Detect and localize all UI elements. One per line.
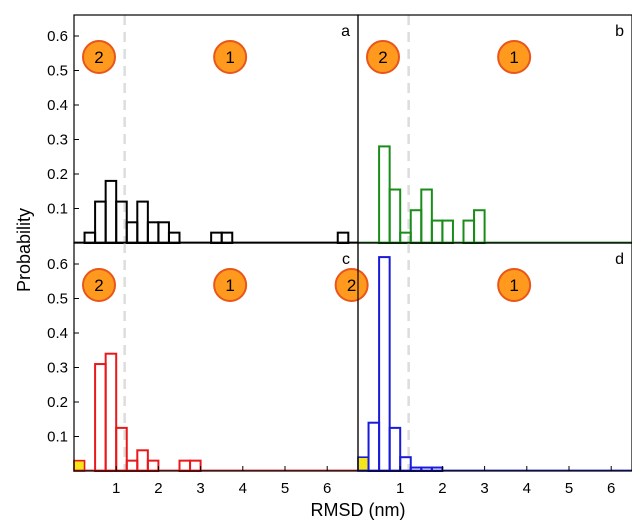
x-tick-label-c: 1 [112, 480, 120, 497]
panel-letter-c: c [342, 251, 350, 268]
region-left-circle-a [82, 40, 116, 74]
y-tick-label-a: 0.5 [47, 63, 68, 80]
region-right-label-b: 1 [509, 48, 518, 67]
y-tick-label-c: 0.5 [47, 291, 68, 308]
histogram-bar-b-7 [462, 219, 476, 244]
region-right-circle-b [497, 40, 532, 74]
panel-letter-d: d [615, 251, 624, 268]
x-axis-title: RMSD (nm) [311, 500, 406, 520]
histogram-bar-a-5 [136, 200, 149, 245]
histogram-bar-a-9 [210, 231, 223, 244]
region-left-circle-b [366, 40, 400, 74]
x-tick-label-d: 5 [565, 480, 573, 497]
panel-letter-b: b [615, 23, 624, 40]
y-tick-label-a: 0.4 [47, 97, 68, 114]
histogram-bar-a-7 [157, 221, 170, 245]
y-tick-label-c: 0.6 [47, 256, 68, 273]
region-right-label-c: 1 [225, 276, 234, 295]
histogram-bar-d-2 [388, 426, 402, 472]
histogram-bar-c-6 [178, 459, 192, 472]
histogram-bar-a-8 [167, 231, 181, 244]
region-left-label-c: 2 [94, 276, 103, 295]
x-tick-label-d: 2 [438, 480, 446, 497]
region-left-label-a: 2 [94, 48, 103, 67]
region-left-label-b: 2 [378, 48, 387, 67]
y-tick-label-a: 0.1 [47, 201, 68, 218]
histogram-bar-d-0 [367, 421, 381, 473]
x-tick-label-c: 6 [323, 480, 331, 497]
histogram-bar-c-7 [189, 459, 202, 472]
histogram-bar-c-1 [104, 352, 118, 473]
x-tick-label-d: 3 [480, 480, 488, 497]
histogram-bar-b-0 [378, 145, 391, 244]
histogram-bar-b-4 [420, 188, 433, 244]
region-right-label-a: 1 [225, 48, 234, 67]
panel-frame-b [357, 14, 632, 244]
histogram-bar-b-6 [441, 219, 454, 244]
histogram-bar-a-11 [336, 231, 350, 244]
x-tick-label-c: 3 [196, 480, 204, 497]
histogram-bar-b-1 [388, 188, 402, 244]
histogram-bar-c-4 [136, 449, 149, 472]
histogram-bar-a-2 [104, 179, 118, 244]
x-tick-label-d: 6 [607, 480, 615, 497]
region-right-circle-c [213, 268, 248, 302]
y-axis-title: Probability [14, 208, 34, 292]
region-right-circle-a [213, 40, 248, 74]
region-right-circle-d [497, 268, 532, 302]
histogram-bar-c-0 [94, 363, 107, 472]
y-tick-label-a: 0.3 [47, 132, 68, 149]
x-tick-label-d: 1 [396, 480, 404, 497]
region-left-label-d: 2 [347, 276, 356, 295]
highlight-bar-d-0 [357, 456, 370, 472]
x-tick-label-c: 5 [281, 480, 289, 497]
y-tick-label-c: 0.1 [47, 429, 68, 446]
histogram-bar-a-1 [94, 200, 107, 245]
x-tick-label-d: 4 [523, 480, 531, 497]
y-tick-label-c: 0.4 [47, 325, 68, 342]
y-tick-label-c: 0.2 [47, 394, 68, 411]
highlight-bar-c-0 [73, 459, 86, 472]
region-left-circle-c [82, 268, 116, 302]
region-left-circle-d [334, 268, 369, 302]
histogram-bar-a-4 [125, 221, 139, 245]
y-tick-label-a: 0.6 [47, 28, 68, 45]
histogram-bar-c-5 [146, 459, 160, 472]
histogram-bar-a-10 [220, 231, 234, 244]
x-tick-label-c: 4 [239, 480, 247, 497]
histogram-bar-d-1 [378, 256, 391, 472]
panel-letter-a: a [341, 23, 350, 40]
histogram-bar-a-0 [83, 231, 97, 244]
y-tick-label-a: 0.2 [47, 166, 68, 183]
histogram-bar-c-3 [125, 459, 139, 472]
histogram-bar-b-5 [430, 219, 444, 244]
panel-frame-d [357, 242, 632, 472]
region-right-label-d: 1 [509, 276, 518, 295]
histogram-bar-b-3 [409, 209, 423, 245]
histogram-bar-b-8 [473, 209, 486, 245]
histogram-bar-a-6 [146, 221, 160, 245]
y-tick-label-c: 0.3 [47, 360, 68, 377]
x-tick-label-c: 2 [154, 480, 162, 497]
